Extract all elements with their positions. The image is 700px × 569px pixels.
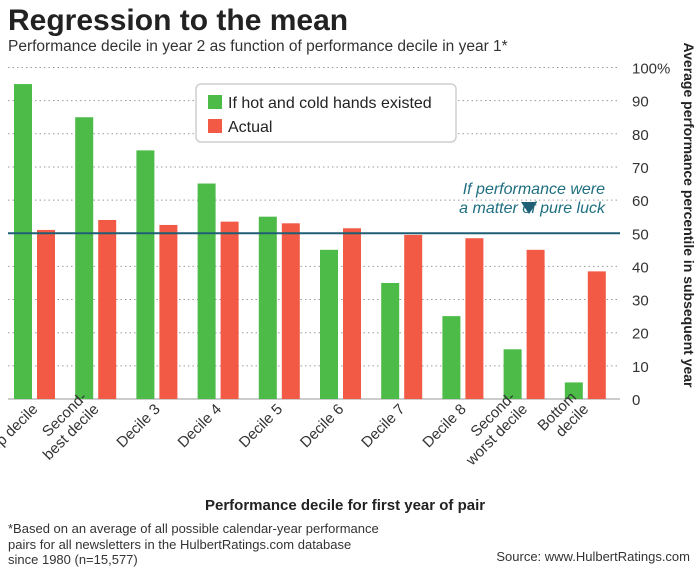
x-tick-label: Top decile — [0, 401, 41, 461]
bar-actual — [526, 249, 545, 399]
bar-hot-cold — [258, 216, 277, 399]
x-tick-label-group: Second-worst decile — [462, 389, 531, 470]
y-tick-label: 20 — [632, 326, 649, 343]
y-tick-label: 0 — [632, 392, 640, 409]
legend: If hot and cold hands existed Actual — [195, 83, 457, 143]
bar-hot-cold — [136, 150, 155, 399]
bar-actual — [220, 221, 239, 399]
y-tick-label: 50 — [632, 226, 649, 243]
chart-title: Regression to the mean — [8, 4, 349, 37]
x-tick-label: Decile 8 — [419, 401, 469, 451]
x-tick-label-group: Decile 4 — [175, 401, 225, 451]
bar-actual — [587, 271, 606, 399]
x-tick-label-group: Second-best decile — [39, 389, 103, 464]
x-tick-label-group: Decile 5 — [236, 401, 286, 451]
y-tick-label: 70 — [632, 160, 649, 177]
bar-hot-cold — [75, 117, 94, 399]
chart-subtitle: Performance decile in year 2 as function… — [8, 38, 508, 55]
x-tick-label-group: Top decile — [0, 401, 41, 461]
x-tick-label-group: Decile 8 — [419, 401, 469, 451]
y-axis-label: Average performance percentile in subseq… — [681, 43, 697, 388]
bar-actual — [404, 234, 423, 399]
bar-hot-cold — [197, 183, 216, 399]
annotation-text: If performance were — [463, 181, 605, 198]
y-tick-label: 100% — [632, 61, 670, 78]
annotation-arrow-icon — [521, 202, 537, 214]
x-tick-label-group: Decile 7 — [358, 401, 408, 451]
legend-label: If hot and cold hands existed — [228, 95, 432, 112]
y-tick-label: 80 — [632, 127, 649, 144]
legend-swatch-actual — [208, 119, 222, 133]
bar-hot-cold — [320, 249, 338, 399]
bar-hot-cold — [381, 282, 400, 399]
y-tick-label: 40 — [632, 259, 649, 276]
x-tick-label: Decile 4 — [175, 401, 225, 451]
bar-actual — [465, 238, 484, 399]
bar-hot-cold — [14, 84, 32, 399]
bar-actual — [159, 224, 178, 399]
y-tick-label: 90 — [632, 94, 649, 111]
bar-hot-cold — [442, 316, 461, 399]
bars — [14, 84, 606, 399]
x-tick-label-group: Decile 3 — [113, 401, 163, 451]
legend-swatch-hot-cold — [208, 95, 222, 109]
x-tick-label: Decile 3 — [113, 401, 163, 451]
x-tick-label: Decile 7 — [358, 401, 408, 451]
legend-box — [195, 83, 457, 143]
y-tick-labels: 0 10 20 30 40 50 60 70 80 90 100% — [632, 61, 670, 410]
bar-hot-cold — [503, 349, 522, 399]
bar-hot-cold — [564, 382, 583, 399]
x-tick-label-group: Decile 6 — [297, 401, 347, 451]
bar-actual — [98, 219, 117, 399]
bar-actual — [281, 223, 300, 399]
bar-actual — [343, 228, 361, 399]
legend-label: Actual — [228, 119, 272, 136]
x-tick-label: Decile 6 — [297, 401, 347, 451]
x-axis-label: Performance decile for first year of pai… — [205, 497, 486, 514]
source-note: Source: www.HulbertRatings.com — [496, 549, 690, 564]
y-tick-label: 10 — [632, 359, 649, 376]
y-tick-label: 30 — [632, 293, 649, 310]
footnote: *Based on an average of all possible cal… — [8, 521, 379, 567]
bar-actual — [37, 229, 55, 399]
x-tick-label: Decile 5 — [236, 401, 286, 451]
y-tick-label: 60 — [632, 193, 649, 210]
